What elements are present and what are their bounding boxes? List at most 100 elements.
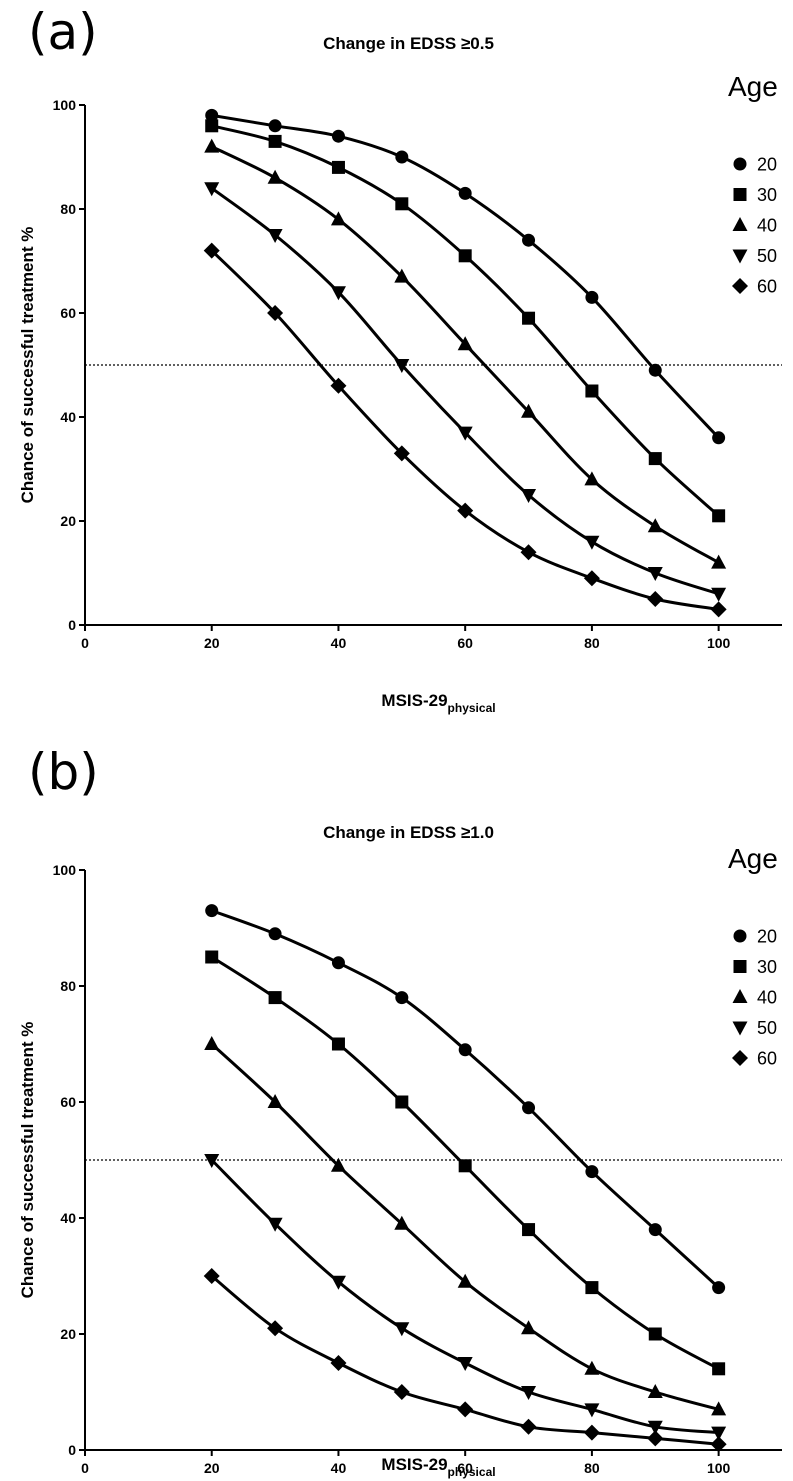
chart-a-series-30 <box>205 119 726 523</box>
chart-a-x-axis-label-subscript: physical <box>448 701 496 715</box>
chart-b-series-40-point <box>457 1273 473 1288</box>
chart-b-series-40 <box>204 1036 727 1416</box>
chart-a-legend-label-50: 50 <box>757 246 777 266</box>
chart-b-series-30-point <box>522 1223 536 1237</box>
chart-b-series-20-point <box>458 1043 472 1057</box>
chart-a-x-tick-label: 40 <box>331 635 347 651</box>
chart-a-series-20-line <box>211 113 720 439</box>
chart-a-series-50-point <box>584 535 600 550</box>
chart-a-series-20-point <box>648 363 662 377</box>
chart-a-series-60-point <box>647 591 664 607</box>
chart-panel-a: Change in EDSS ≥0.5 0 20 40 60 80 100 0 20 40 60 80… <box>0 0 793 740</box>
chart-a-legend-label-20: 20 <box>757 155 777 175</box>
chart-a-legend-label-60: 60 <box>757 277 777 297</box>
chart-b-series-60-point <box>583 1424 600 1441</box>
chart-b-series-50-point <box>204 1154 220 1168</box>
chart-b-series-50-line <box>210 1158 719 1435</box>
chart-b-series-40-line <box>210 1042 720 1411</box>
panel-label-a: (a) <box>28 3 98 61</box>
chart-b-series-50-point <box>584 1403 600 1418</box>
chart-b-legend-title: Age <box>728 843 778 874</box>
chart-b-legend-label-30: 30 <box>757 957 777 977</box>
chart-b-y-tick-label: 60 <box>60 1094 76 1110</box>
chart-a-y-tick-label: 80 <box>60 201 76 217</box>
chart-a-x-axis-label-main: MSIS-29 <box>381 691 447 710</box>
chart-b-series-60-point <box>647 1430 664 1447</box>
chart-a-series-30-point <box>522 311 536 325</box>
chart-a-legend-label-40: 40 <box>757 216 777 236</box>
chart-b-y-tick-label: 100 <box>53 862 77 878</box>
chart-panel-b: Change in EDSS ≥1.0 0 20 40 60 80 100 0 20 40 60 80… <box>0 740 793 1481</box>
chart-a-series-50 <box>204 182 727 602</box>
chart-b-series-40-point <box>204 1036 220 1050</box>
chart-a-series-60-point <box>203 242 220 259</box>
chart-b-title: Change in EDSS ≥1.0 <box>323 823 494 842</box>
chart-a-series-20-point <box>585 290 599 304</box>
chart-b-series-50-point <box>647 1420 663 1435</box>
chart-b-series-50-point <box>267 1217 283 1232</box>
chart-b-series-30-point <box>712 1362 726 1376</box>
chart-a-series-50-point <box>204 182 220 197</box>
chart-b-series-60-point <box>203 1268 220 1284</box>
chart-b-series-60-point <box>393 1384 410 1400</box>
chart-a-series-20-point <box>331 129 345 143</box>
chart-b-series-60-point <box>457 1401 474 1418</box>
chart-b-y-tick-label: 40 <box>60 1210 76 1226</box>
chart-b-series-50-point <box>711 1426 727 1441</box>
chart-a-series-30-point <box>648 452 662 466</box>
chart-a-legend-marker-60 <box>732 278 748 294</box>
chart-a-series-60-point <box>330 377 347 394</box>
chart-b-legend-marker-40 <box>732 989 748 1003</box>
chart-a-legend-marker-30 <box>733 188 747 201</box>
chart-b-x-axis-label-subscript: physical <box>448 1465 496 1479</box>
chart-b-series-40-point <box>267 1094 283 1108</box>
chart-a-series-50-point <box>330 286 346 301</box>
chart-a-series-50-line <box>210 186 720 596</box>
chart-a-series-50-point <box>394 359 410 373</box>
chart-a-series-40-point <box>394 268 410 283</box>
chart-b-x-tick-label: 60 <box>457 1460 473 1476</box>
chart-b-series-50-point <box>330 1275 346 1290</box>
chart-a-series-60-point <box>267 305 284 321</box>
chart-a-series-30-point <box>205 119 219 133</box>
chart-a-series-60-point <box>583 570 600 587</box>
chart-a-x-axis-label: MSIS-29physical <box>381 691 495 715</box>
chart-a-series-30-point <box>395 197 409 211</box>
chart-a-series-20-point <box>268 119 282 133</box>
chart-b-legend-marker-50 <box>732 1021 748 1036</box>
chart-b-series-60 <box>203 1268 727 1453</box>
chart-b-series-50 <box>204 1154 727 1441</box>
chart-b-series-30-point <box>585 1281 599 1295</box>
chart-a-series-50-point <box>711 587 727 602</box>
chart-b-x-tick-label: 100 <box>707 1460 731 1476</box>
chart-a-x-tick-label: 0 <box>81 635 89 651</box>
chart-a-series-40-point <box>204 138 220 153</box>
chart-a-x-tick-label: 60 <box>457 635 473 651</box>
chart-b-x-tick-label: 0 <box>81 1460 89 1476</box>
chart-a-series-40-point <box>647 518 663 533</box>
chart-b-series-30 <box>205 950 726 1376</box>
chart-a-series-60-line <box>210 249 719 611</box>
chart-b-series-20 <box>205 904 726 1295</box>
chart-a-series-30-point <box>712 509 726 523</box>
chart-a-y-tick-label: 60 <box>60 305 76 321</box>
chart-b-series-30-point <box>458 1159 472 1173</box>
panel-label-b: (b) <box>28 743 99 801</box>
chart-a-x-tick-label: 100 <box>707 635 731 651</box>
chart-b-series-30-point <box>331 1037 345 1051</box>
chart-b-legend-label-50: 50 <box>757 1018 777 1038</box>
chart-b-x-axis-label-main: MSIS-29 <box>381 1455 447 1474</box>
chart-b-legend-marker-20 <box>733 929 747 943</box>
chart-a-x-tick-label: 80 <box>584 635 600 651</box>
chart-a-series-40-point <box>521 403 537 418</box>
chart-b-series-40-point <box>647 1384 663 1398</box>
chart-a-series-40-point <box>330 211 346 226</box>
chart-a-series-40-point <box>711 554 727 569</box>
chart-a-y-axis-label: Chance of successful treatment % <box>18 227 37 504</box>
chart-b-series-60-line <box>210 1274 719 1446</box>
chart-a-series-60-point <box>710 601 727 618</box>
chart-b-x-tick-label: 20 <box>204 1460 220 1476</box>
chart-a-svg: Change in EDSS ≥0.5 0 20 40 60 80 100 0 20 40 60 80… <box>18 34 782 715</box>
chart-a-series-50-point <box>457 426 473 441</box>
chart-b-series-30-point <box>648 1327 662 1341</box>
